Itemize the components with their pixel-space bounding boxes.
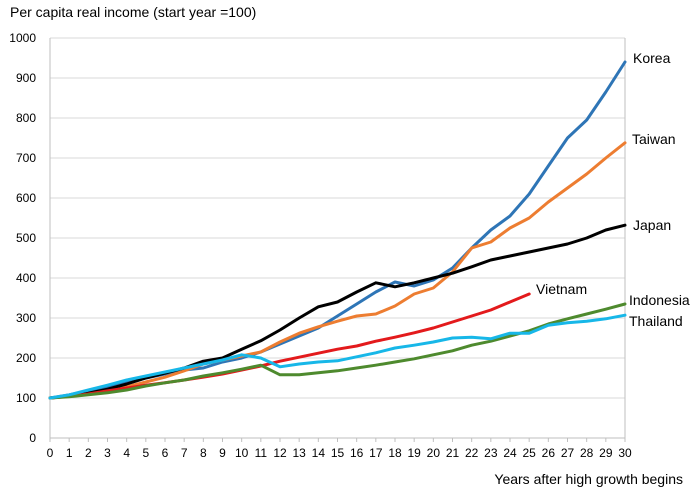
x-tick-label: 23 xyxy=(484,446,498,460)
x-tick-label: 3 xyxy=(104,446,111,460)
gridlines xyxy=(50,37,625,439)
series-line-japan xyxy=(48,223,627,400)
x-tick-label: 24 xyxy=(503,446,517,460)
series-labels: Korea Taiwan Japan Vietnam Indonesia Thailand xyxy=(536,50,690,329)
series-lines xyxy=(48,60,627,400)
x-tick-label: 16 xyxy=(350,446,364,460)
series-line-korea xyxy=(48,60,627,400)
y-tick-label: 800 xyxy=(16,111,36,125)
x-tick-label: 13 xyxy=(292,446,306,460)
x-tick-label: 7 xyxy=(181,446,188,460)
series-label-indonesia: Indonesia xyxy=(629,292,690,308)
series-line-thailand xyxy=(48,313,627,400)
series-label-taiwan: Taiwan xyxy=(632,131,676,147)
x-tick-label: 25 xyxy=(522,446,536,460)
y-tick-label: 600 xyxy=(16,191,36,205)
x-axis-title: Years after high growth begins xyxy=(494,471,683,487)
x-tick-label: 17 xyxy=(369,446,383,460)
y-tick-label: 200 xyxy=(16,351,36,365)
y-tick-label: 300 xyxy=(16,311,36,325)
y-tick-label: 1000 xyxy=(9,31,36,45)
series-line-taiwan xyxy=(48,141,627,400)
series-label-vietnam: Vietnam xyxy=(536,281,587,297)
x-tick-label: 26 xyxy=(542,446,556,460)
y-tick-label: 100 xyxy=(16,391,36,405)
x-tick-label: 12 xyxy=(273,446,287,460)
x-tick-label: 28 xyxy=(580,446,594,460)
x-tick-label: 4 xyxy=(123,446,130,460)
x-tick-label: 6 xyxy=(162,446,169,460)
x-tick-label: 10 xyxy=(235,446,249,460)
y-tick-label: 900 xyxy=(16,71,36,85)
axes xyxy=(49,38,626,442)
x-tick-labels: 0 1 2 3 4 5 6 7 8 9 10 11 12 13 14 15 16 17 18 19 20 21 22 23 24… xyxy=(47,446,632,460)
x-tick-label: 5 xyxy=(142,446,149,460)
x-tick-label: 11 xyxy=(255,446,268,460)
y-tick-labels: 0 100 200 300 400 500 600 700 800 900 1000 xyxy=(9,31,36,445)
x-tick-label: 27 xyxy=(561,446,575,460)
x-tick-label: 1 xyxy=(66,446,73,460)
series-label-japan: Japan xyxy=(633,217,671,233)
x-tick-label: 14 xyxy=(312,446,326,460)
y-tick-label: 400 xyxy=(16,271,36,285)
x-tick-label: 19 xyxy=(407,446,421,460)
x-tick-label: 15 xyxy=(331,446,345,460)
x-tick-label: 18 xyxy=(388,446,402,460)
x-tick-label: 9 xyxy=(219,446,226,460)
series-line-indonesia xyxy=(48,302,627,400)
series-label-korea: Korea xyxy=(633,50,671,66)
series-line-vietnam xyxy=(48,292,531,400)
x-tick-label: 29 xyxy=(599,446,613,460)
series-label-thailand: Thailand xyxy=(629,313,683,329)
y-tick-label: 700 xyxy=(16,151,36,165)
x-tick-label: 0 xyxy=(47,446,54,460)
y-tick-label: 500 xyxy=(16,231,36,245)
x-tick-label: 21 xyxy=(446,446,460,460)
y-axis-title: Per capita real income (start year =100) xyxy=(10,4,256,20)
y-tick-label: 0 xyxy=(29,431,36,445)
x-tick-label: 2 xyxy=(85,446,92,460)
x-tick-label: 30 xyxy=(618,446,632,460)
x-tick-label: 20 xyxy=(427,446,441,460)
x-tick-label: 22 xyxy=(465,446,479,460)
x-tick-label: 8 xyxy=(200,446,207,460)
